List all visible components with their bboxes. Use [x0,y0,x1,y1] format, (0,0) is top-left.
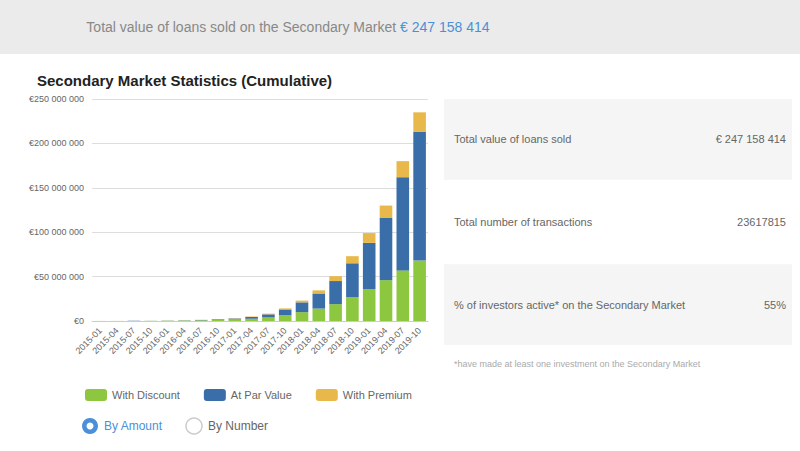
svg-text:Total value of loans sold on t: Total value of loans sold on the Seconda… [86,19,400,35]
svg-text:Secondary Market Statistics (C: Secondary Market Statistics (Cumulative) [37,72,332,89]
svg-text:€150 000 000: €150 000 000 [29,183,84,193]
svg-text:2016-04: 2016-04 [157,325,188,356]
svg-text:By Amount: By Amount [104,419,163,433]
svg-text:2016-01: 2016-01 [140,325,172,356]
svg-text:2018-04: 2018-04 [291,325,323,356]
svg-text:*have made at least one invest: *have made at least one investment on th… [454,359,701,369]
svg-text:23617815: 23617815 [737,216,786,228]
svg-text:2017-10: 2017-10 [258,325,289,356]
svg-text:2017-01: 2017-01 [207,325,239,356]
svg-text:55%: 55% [764,299,786,311]
svg-text:2019-01: 2019-01 [342,325,373,356]
svg-text:By Number: By Number [208,419,268,433]
svg-text:Total value of loans sold: Total value of loans sold [454,133,571,145]
svg-text:2015-10: 2015-10 [123,325,155,356]
svg-text:2016-10: 2016-10 [191,325,222,356]
svg-text:€ 247 158 414: € 247 158 414 [400,19,490,35]
svg-text:With Discount: With Discount [112,389,180,401]
svg-text:2015-07: 2015-07 [107,325,138,356]
svg-text:€0: €0 [74,316,84,326]
svg-text:2018-10: 2018-10 [325,325,356,356]
svg-text:With Premium: With Premium [343,389,412,401]
svg-text:€250 000 000: €250 000 000 [29,94,84,104]
svg-text:2018-01: 2018-01 [275,325,306,356]
svg-text:2017-07: 2017-07 [241,325,272,356]
svg-text:€200 000 000: €200 000 000 [29,138,84,148]
svg-text:€50 000 000: €50 000 000 [34,272,84,282]
svg-text:2019-07: 2019-07 [375,325,407,356]
svg-text:2019-10: 2019-10 [393,325,423,355]
svg-text:€100 000 000: €100 000 000 [29,227,84,237]
svg-text:€ 247 158 414: € 247 158 414 [716,133,786,145]
svg-text:Total number of transactions: Total number of transactions [454,216,593,228]
svg-text:2015-04: 2015-04 [90,325,121,356]
svg-text:2018-07: 2018-07 [308,325,340,356]
svg-text:% of investors active* on the: % of investors active* on the Secondary … [454,299,685,311]
svg-text:2016-07: 2016-07 [174,325,205,356]
svg-text:2015-01: 2015-01 [73,325,104,356]
svg-text:2017-04: 2017-04 [224,325,256,356]
svg-text:2019-04: 2019-04 [359,325,390,356]
svg-text:At Par Value: At Par Value [231,389,292,401]
